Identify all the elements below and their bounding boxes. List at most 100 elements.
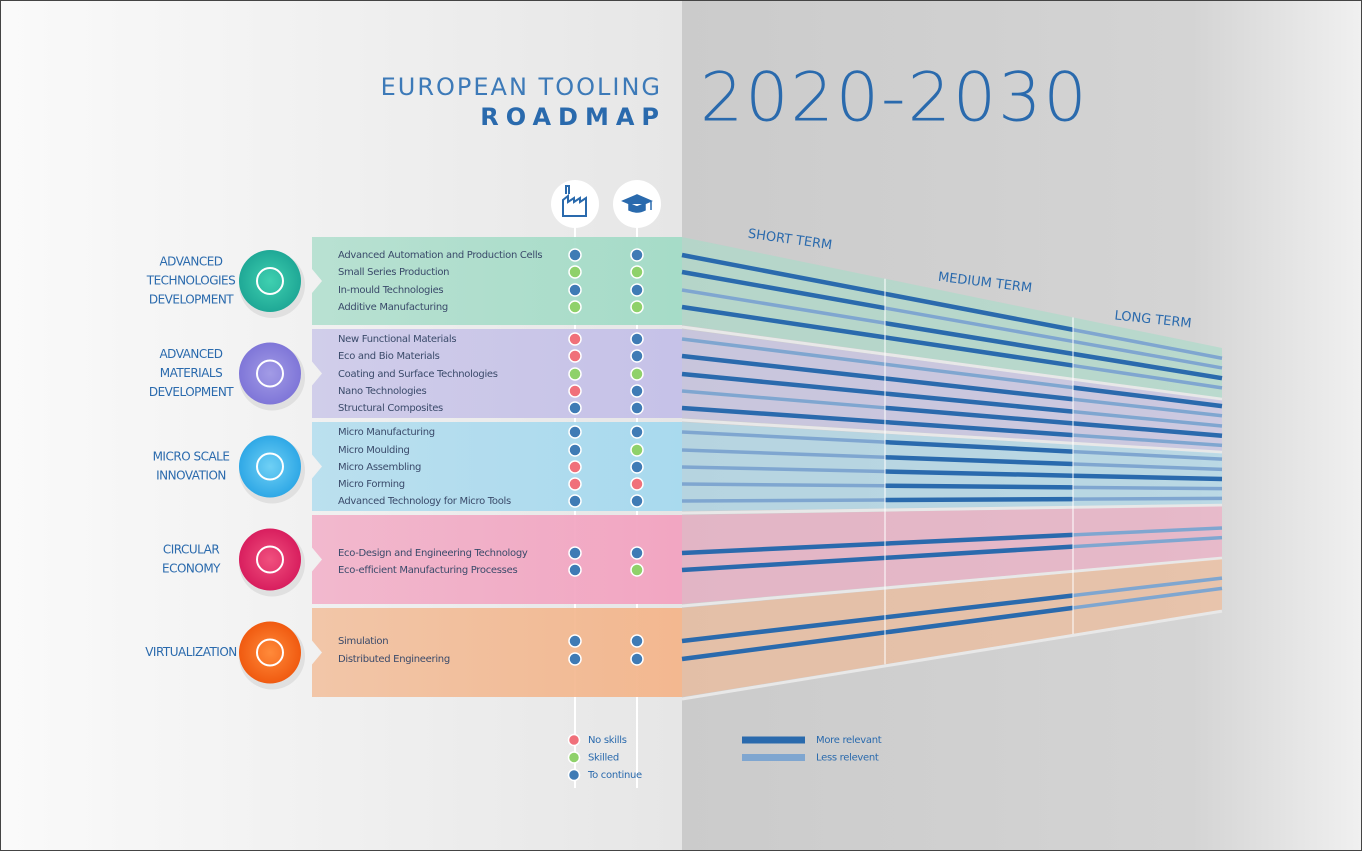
legend-label: More relevant: [816, 735, 882, 746]
relevance-line: [1072, 433, 1223, 448]
legend-label: Less relevent: [816, 753, 879, 764]
industry-skill-dot: [568, 546, 582, 560]
relevance-line: [884, 483, 1074, 490]
relevance-line: [1072, 535, 1223, 549]
industry-skill-dot: [568, 494, 582, 508]
relevance-line: [884, 455, 1074, 467]
industry-skill-dot: [568, 652, 582, 666]
industry-skill-dot: [568, 332, 582, 346]
group-separator: [681, 418, 1223, 454]
group-icon-glyph: [256, 545, 284, 574]
group-icon-glyph: [256, 638, 284, 667]
education-skill-dot: [630, 652, 644, 666]
item-name: Micro Assembling: [338, 462, 421, 473]
relevance-line: [681, 353, 886, 381]
group-band: [312, 237, 682, 325]
relevance-line: [681, 389, 886, 410]
group-icon-glyph: [256, 452, 284, 481]
item-name: Eco and Bio Materials: [338, 351, 440, 362]
relevance-line: [1072, 363, 1223, 390]
item-name: Coating and Surface Technologies: [338, 369, 498, 380]
industry-skill-dot: [568, 384, 582, 398]
group-separator: [681, 503, 1223, 515]
legend-label: To continue: [587, 770, 642, 781]
relevance-line: [1072, 496, 1223, 501]
group-band: [312, 329, 682, 418]
relevance-line: [681, 304, 886, 340]
relevance-line: [884, 469, 1074, 478]
industry-skill-dot: [568, 443, 582, 457]
relevance-line: [1072, 397, 1223, 418]
industry-skill-dot: [568, 367, 582, 381]
relevance-line: [681, 465, 886, 474]
education-skill-dot: [630, 634, 644, 648]
education-skill-dot: [630, 494, 644, 508]
group-label: ECONOMY: [162, 562, 221, 576]
relevance-line: [884, 362, 1074, 390]
item-name: Advanced Technology for Micro Tools: [338, 496, 511, 507]
relevance-line: [681, 482, 886, 488]
group-icon: [239, 621, 301, 684]
legend-bar: [742, 754, 805, 761]
education-skill-dot: [630, 248, 644, 262]
relevance-line: [884, 605, 1074, 635]
education-skill-dot: [630, 460, 644, 474]
group-icon: [239, 342, 301, 405]
relevance-line: [681, 337, 886, 366]
group-separator: [681, 556, 1223, 608]
education-skill-dot: [630, 563, 644, 577]
title-years: 2020-2030: [700, 59, 1089, 138]
relevance-line: [681, 630, 886, 662]
industry-skill-dot: [568, 300, 582, 314]
content: ADVANCED TECHNOLOGIES DEVELOPMENT Advanced …: [145, 180, 1223, 788]
item-name: Micro Moulding: [338, 445, 410, 456]
group-icon: [239, 435, 301, 498]
relevance-line: [1072, 421, 1223, 438]
group-label: DEVELOPMENT: [149, 385, 234, 399]
legend-dot: [567, 768, 581, 782]
item-name: Micro Forming: [338, 479, 405, 490]
group-label: VIRTUALIZATION: [145, 645, 237, 659]
relevance-line: [1072, 449, 1223, 461]
relevance-line: [1072, 328, 1223, 360]
relevance-line: [884, 439, 1074, 454]
relevance-line: [681, 371, 886, 396]
relevance-line: [681, 430, 886, 444]
relevance-line: [681, 555, 886, 573]
item-name: Small Series Production: [338, 267, 449, 278]
relevance-line: [681, 615, 886, 644]
industry-skill-dot: [568, 248, 582, 262]
title-line1: EUROPEAN TOOLING: [381, 73, 662, 101]
industry-skill-dot: [568, 265, 582, 279]
item-name: Nano Technologies: [338, 386, 426, 397]
relevance-line: [1072, 586, 1223, 610]
education-skill-dot: [630, 349, 644, 363]
item-name: Advanced Automation and Production Cells: [338, 250, 542, 261]
group-band: [312, 515, 682, 604]
industry-skill-dot: [568, 460, 582, 474]
industry-skill-dot: [568, 349, 582, 363]
relevance-line: [884, 306, 1074, 344]
group-label: ADVANCED: [159, 347, 222, 361]
relevance-line: [884, 335, 1074, 368]
legend-bar: [742, 736, 805, 744]
education-skill-dot: [630, 477, 644, 491]
legend-label: No skills: [588, 735, 627, 746]
relevance-line: [884, 593, 1074, 620]
group-icon-glyph: [256, 267, 284, 295]
relevance-line: [884, 496, 1074, 503]
relevance-line: [884, 419, 1074, 438]
education-skill-dot: [630, 384, 644, 398]
relevance-line: [884, 544, 1074, 561]
relevance-line: [884, 532, 1074, 546]
relevance-line: [681, 288, 886, 325]
cap-icon: [621, 194, 653, 213]
item-name: New Functional Materials: [338, 334, 456, 345]
group-icon: [239, 250, 301, 312]
education-skill-dot: [630, 401, 644, 415]
relevance-line: [1072, 409, 1223, 428]
relevance-line: [681, 269, 886, 311]
legend-dot: [567, 733, 581, 747]
